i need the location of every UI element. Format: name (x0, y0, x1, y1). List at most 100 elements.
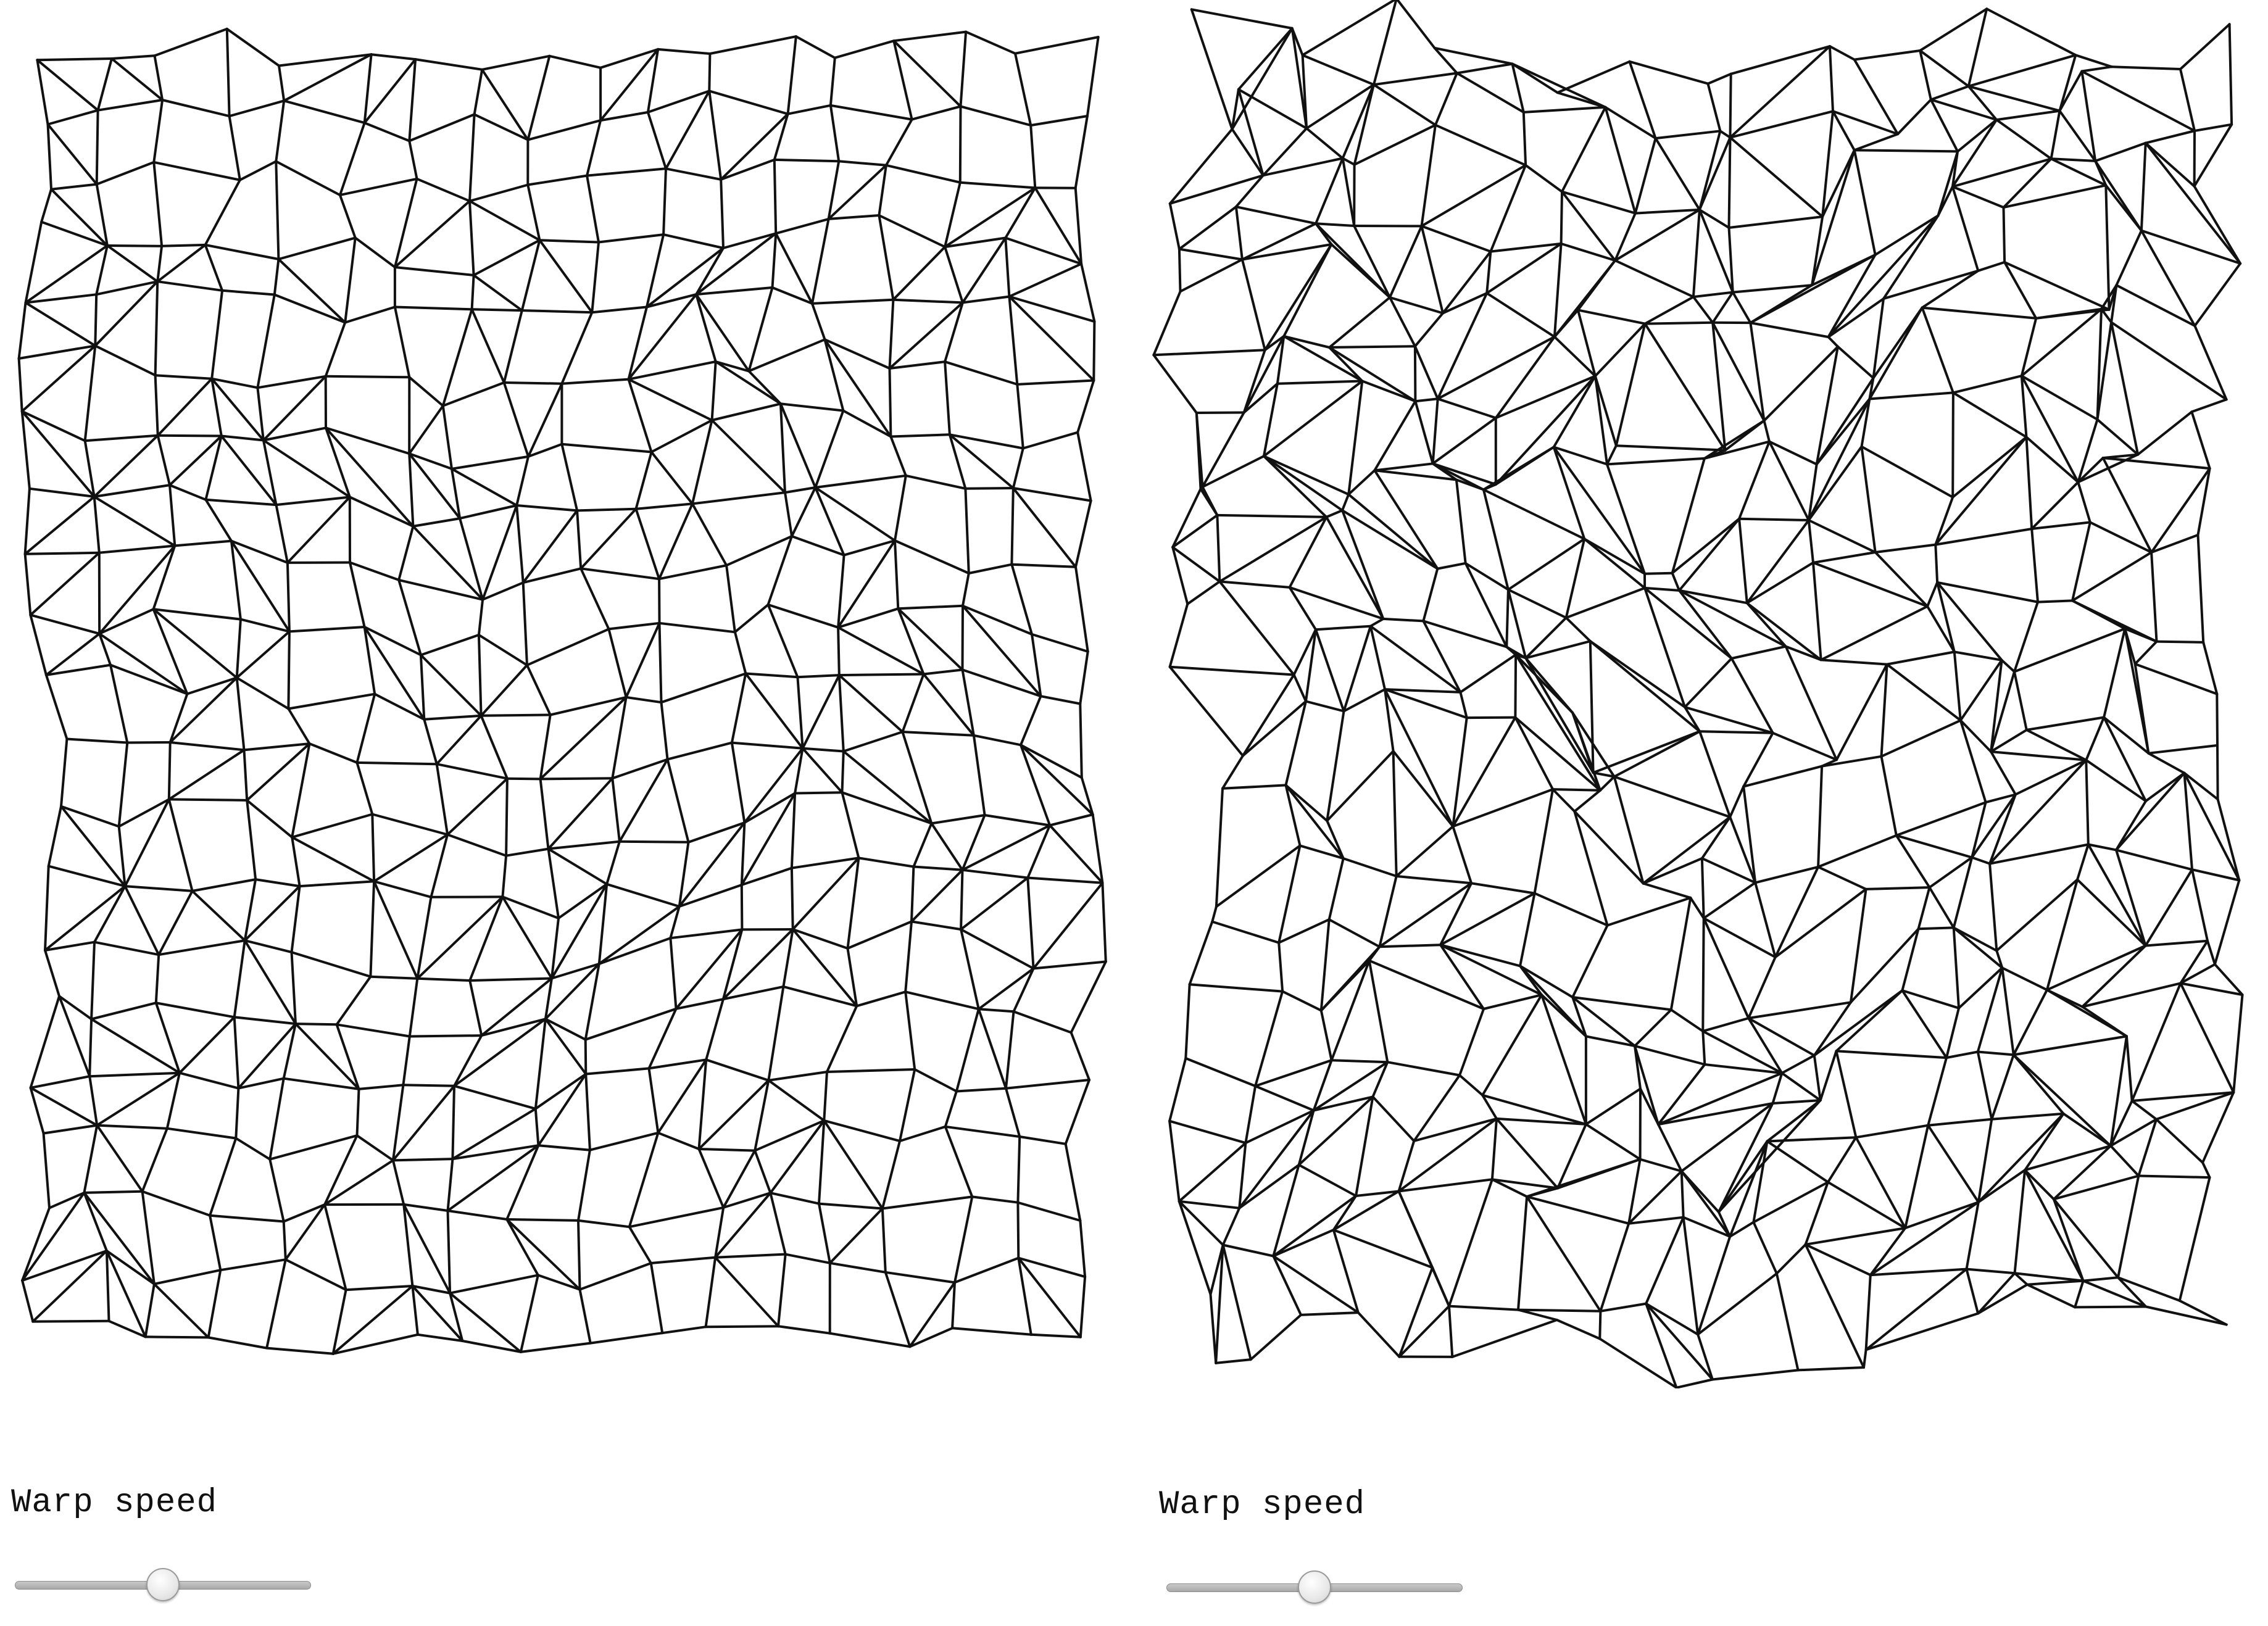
mesh-edge (2024, 1144, 2112, 1172)
mesh-edge (1490, 1178, 1559, 1190)
mesh-edge (1642, 816, 1732, 885)
mesh-edge (446, 1209, 509, 1221)
mesh-edge (1234, 174, 1265, 209)
mesh-edge (1026, 876, 1104, 884)
mesh-edge (527, 382, 563, 458)
mesh-edge (1514, 653, 1518, 719)
mesh-edge (402, 1203, 452, 1295)
mesh-edge (2103, 716, 2147, 803)
mesh-edge (1763, 345, 1839, 422)
mesh-edge (1988, 758, 2088, 865)
mesh-edge (430, 833, 449, 898)
mesh-edge (588, 1131, 660, 1151)
mesh-edge (2012, 989, 2048, 1056)
mesh-edge (1505, 588, 1510, 649)
mesh-edge (1951, 185, 1980, 272)
mesh-edge (1828, 45, 1834, 113)
mesh-edge (579, 567, 610, 631)
mesh-edge (1628, 60, 1709, 85)
mesh-edge (363, 58, 417, 125)
mesh-edge (1827, 297, 1885, 339)
mesh-edge (265, 1346, 334, 1355)
slider-thumb[interactable] (1298, 1570, 1331, 1604)
mesh-edge (1414, 400, 1434, 465)
mesh-edge (156, 243, 207, 283)
mesh-edge (1977, 1283, 2029, 1315)
mesh-edge (1524, 164, 1563, 193)
mesh-edge (167, 798, 249, 802)
mesh-edge (1698, 208, 1734, 294)
mesh-edge (784, 486, 817, 494)
mesh-edge (331, 1285, 414, 1355)
mesh-edge (901, 731, 975, 737)
mesh-edge (892, 39, 962, 108)
warp-speed-slider[interactable] (15, 1566, 311, 1603)
mesh-edge (1711, 321, 1766, 422)
mesh-edge (1697, 1333, 1714, 1381)
mesh-edge (363, 626, 422, 657)
mesh-edge (521, 509, 579, 584)
mesh-edge (505, 1144, 540, 1221)
mesh-edge (117, 798, 170, 828)
mesh-edge (977, 1008, 1007, 1090)
mesh-edge (1017, 1256, 1082, 1338)
mesh-edge (46, 123, 52, 191)
mesh-edge (47, 865, 127, 888)
mesh-edge (451, 467, 462, 520)
mesh-edge (1553, 242, 1563, 338)
mesh-edge (1953, 650, 1962, 722)
mesh-edge (1086, 36, 1100, 117)
mesh-edge (837, 674, 904, 733)
mesh-edge (779, 402, 817, 489)
mesh-edge (2052, 1174, 2140, 1201)
mesh-edge (1936, 581, 2003, 662)
mesh-edge (408, 452, 462, 520)
mesh-edge (1008, 295, 1019, 386)
slider-thumb[interactable] (146, 1568, 180, 1601)
warp-speed-slider[interactable] (1166, 1569, 1463, 1606)
mesh-edge (1885, 650, 1956, 666)
mesh-edge (243, 878, 257, 942)
mesh-edge (1431, 1266, 1450, 1308)
mesh-edge (2020, 375, 2080, 484)
mesh-edge (1519, 892, 1536, 968)
mesh-edge (2147, 744, 2219, 755)
mesh-edge (408, 58, 417, 143)
mesh-edge (1698, 730, 1732, 818)
mesh-edge (1277, 941, 1284, 993)
mesh-edge (1606, 444, 1618, 466)
mesh-edge (2140, 229, 2196, 327)
mesh-edge (349, 561, 401, 581)
mesh-edge (243, 885, 301, 942)
mesh-edge (605, 882, 681, 908)
mesh-edge (2193, 123, 2233, 188)
mesh-edge (1771, 731, 1838, 761)
mesh-edge (740, 866, 793, 886)
mesh-edge (1990, 750, 2017, 796)
mesh-edge (1079, 1219, 1087, 1279)
mesh-edge (1934, 543, 1939, 584)
mesh-edge (152, 160, 241, 181)
mesh-edge (2077, 481, 2091, 524)
mesh-edge (837, 673, 925, 677)
mesh-edge (287, 692, 376, 710)
mesh-edge (1436, 562, 1467, 570)
mesh-edge (1431, 397, 1439, 465)
mesh-edge (60, 805, 120, 828)
mesh-edge (2012, 1053, 2065, 1115)
mesh-edge (983, 814, 1052, 827)
mesh-edge (1752, 1221, 1778, 1275)
mesh-edge (1817, 765, 1824, 868)
mesh-edge (453, 1034, 483, 1087)
mesh-edge (1272, 1255, 1302, 1316)
mesh-edge (1977, 1118, 1993, 1204)
mesh-edge (2115, 848, 2147, 947)
mesh-edge (1700, 857, 1705, 919)
mesh-edge (1552, 446, 1646, 575)
mesh-edge (1448, 1305, 1519, 1311)
mesh-edge (1540, 993, 1587, 1126)
mesh-edge (1904, 1201, 1980, 1230)
mesh-edge (24, 244, 109, 304)
mesh-edge (953, 1256, 1020, 1284)
mesh-edge (1263, 243, 1333, 352)
